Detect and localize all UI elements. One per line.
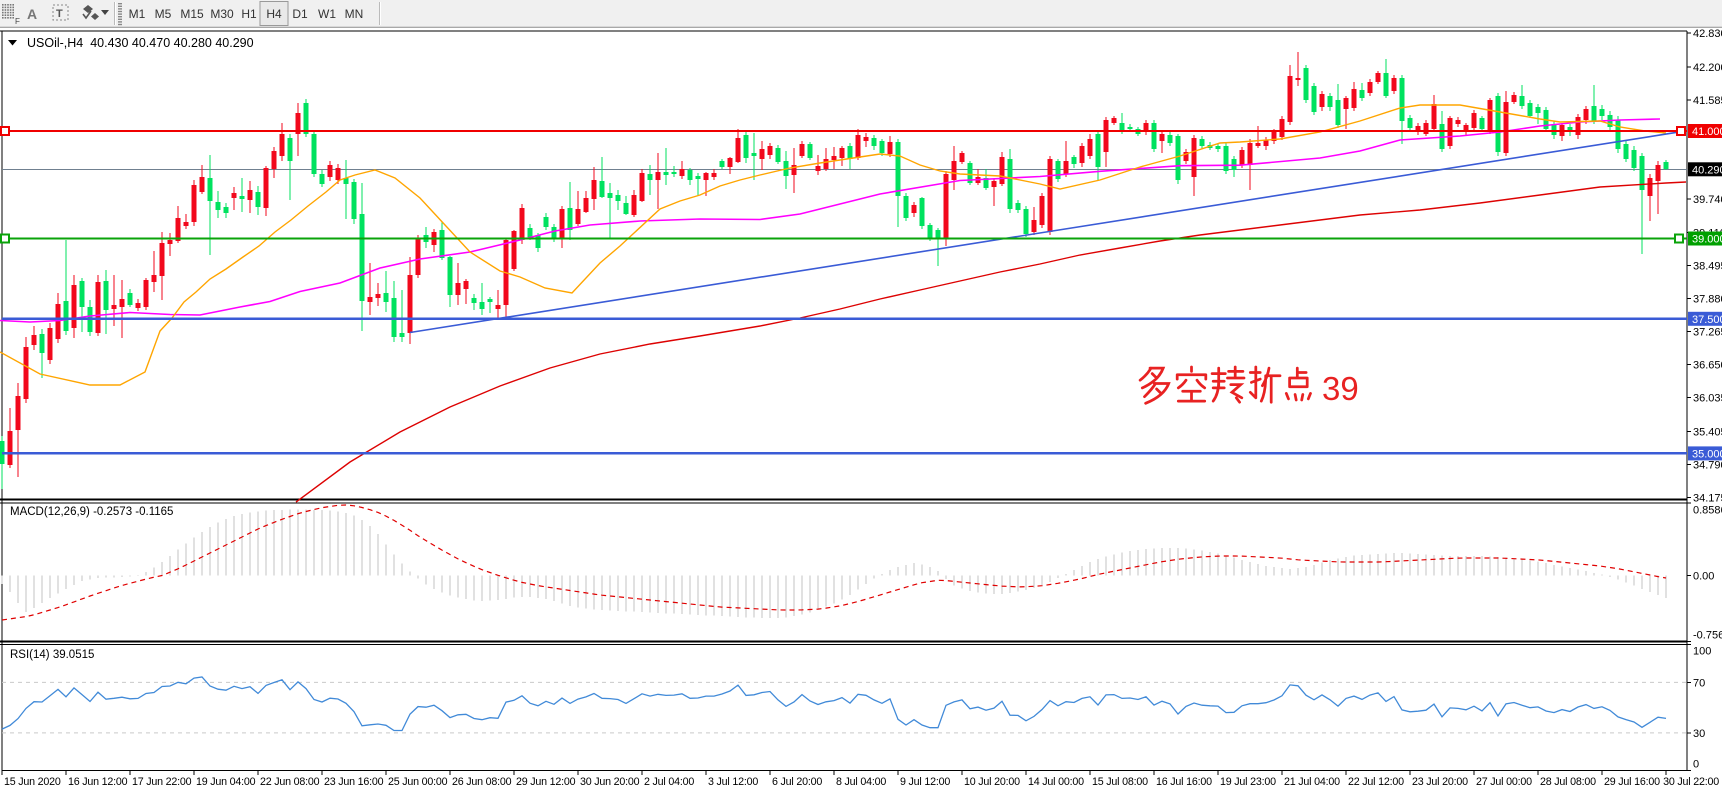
svg-text:0.8586: 0.8586: [1693, 505, 1722, 517]
svg-text:F: F: [15, 17, 20, 26]
svg-text:M15: M15: [180, 7, 204, 21]
svg-text:14 Jul 00:00: 14 Jul 00:00: [1028, 776, 1084, 788]
svg-text:29 Jun 12:00: 29 Jun 12:00: [516, 776, 576, 788]
svg-text:T: T: [56, 8, 63, 20]
svg-text:42.200: 42.200: [1693, 62, 1722, 74]
svg-text:D1: D1: [292, 7, 308, 21]
svg-text:34.175: 34.175: [1693, 492, 1722, 504]
svg-text:15 Jul 08:00: 15 Jul 08:00: [1092, 776, 1148, 788]
svg-text:0.00: 0.00: [1693, 571, 1714, 583]
svg-text:3 Jul 12:00: 3 Jul 12:00: [708, 776, 758, 788]
svg-text:23 Jul 20:00: 23 Jul 20:00: [1412, 776, 1468, 788]
svg-text:17 Jun 22:00: 17 Jun 22:00: [132, 776, 192, 788]
svg-text:16 Jul 16:00: 16 Jul 16:00: [1156, 776, 1212, 788]
svg-text:35.000: 35.000: [1692, 448, 1722, 460]
svg-text:M5: M5: [155, 7, 172, 21]
svg-text:37.265: 37.265: [1693, 327, 1722, 339]
svg-text:2 Jul 04:00: 2 Jul 04:00: [644, 776, 694, 788]
svg-text:W1: W1: [318, 7, 336, 21]
svg-text:MACD(12,26,9) -0.2573 -0.1165: MACD(12,26,9) -0.2573 -0.1165: [10, 506, 173, 518]
svg-text:40.290: 40.290: [1692, 164, 1722, 176]
svg-text:30 Jul 22:00: 30 Jul 22:00: [1663, 776, 1719, 788]
svg-text:15 Jun 2020: 15 Jun 2020: [4, 776, 61, 788]
svg-text:19 Jul 23:00: 19 Jul 23:00: [1220, 776, 1276, 788]
svg-text:USOil-,H4 40.430 40.470 40.28: USOil-,H4 40.430 40.470 40.280 40.290: [27, 36, 254, 50]
svg-text:34.790: 34.790: [1693, 459, 1722, 471]
svg-text:38.495: 38.495: [1693, 261, 1722, 273]
svg-text:16 Jun 12:00: 16 Jun 12:00: [68, 776, 128, 788]
svg-text:39.740: 39.740: [1693, 194, 1722, 206]
svg-text:-0.7562: -0.7562: [1693, 629, 1722, 641]
svg-text:M1: M1: [129, 7, 146, 21]
svg-text:0: 0: [1693, 758, 1699, 770]
svg-text:25 Jun 00:00: 25 Jun 00:00: [388, 776, 448, 788]
svg-text:28 Jul 08:00: 28 Jul 08:00: [1540, 776, 1596, 788]
svg-text:39: 39: [1322, 370, 1359, 407]
svg-text:37.880: 37.880: [1693, 294, 1722, 306]
svg-text:26 Jun 08:00: 26 Jun 08:00: [452, 776, 512, 788]
svg-text:19 Jun 04:00: 19 Jun 04:00: [196, 776, 256, 788]
svg-text:36.035: 36.035: [1693, 393, 1722, 405]
svg-text:30: 30: [1693, 728, 1705, 740]
svg-text:A: A: [27, 6, 37, 22]
svg-text:29 Jul 16:00: 29 Jul 16:00: [1604, 776, 1660, 788]
svg-text:22 Jun 08:00: 22 Jun 08:00: [260, 776, 320, 788]
svg-text:35.405: 35.405: [1693, 426, 1722, 438]
svg-text:8 Jul 04:00: 8 Jul 04:00: [836, 776, 886, 788]
svg-text:23 Jun 16:00: 23 Jun 16:00: [324, 776, 384, 788]
svg-text:MN: MN: [345, 7, 364, 21]
svg-text:10 Jul 20:00: 10 Jul 20:00: [964, 776, 1020, 788]
svg-text:41.000: 41.000: [1692, 126, 1722, 138]
svg-text:RSI(14) 39.0515: RSI(14) 39.0515: [10, 649, 94, 661]
svg-text:22 Jul 12:00: 22 Jul 12:00: [1348, 776, 1404, 788]
svg-text:9 Jul 12:00: 9 Jul 12:00: [900, 776, 950, 788]
svg-text:H4: H4: [266, 7, 282, 21]
svg-text:100: 100: [1693, 646, 1711, 658]
svg-text:30 Jun 20:00: 30 Jun 20:00: [580, 776, 640, 788]
svg-text:39.000: 39.000: [1692, 234, 1722, 246]
svg-text:M30: M30: [210, 7, 234, 21]
svg-text:41.585: 41.585: [1693, 95, 1722, 107]
svg-text:70: 70: [1693, 677, 1705, 689]
svg-text:37.500: 37.500: [1692, 314, 1722, 326]
svg-text:H1: H1: [241, 7, 257, 21]
svg-text:6 Jul 20:00: 6 Jul 20:00: [772, 776, 822, 788]
svg-text:27 Jul 00:00: 27 Jul 00:00: [1476, 776, 1532, 788]
svg-text:21 Jul 04:00: 21 Jul 04:00: [1284, 776, 1340, 788]
svg-text:36.650: 36.650: [1693, 360, 1722, 372]
svg-text:42.830: 42.830: [1693, 28, 1722, 40]
